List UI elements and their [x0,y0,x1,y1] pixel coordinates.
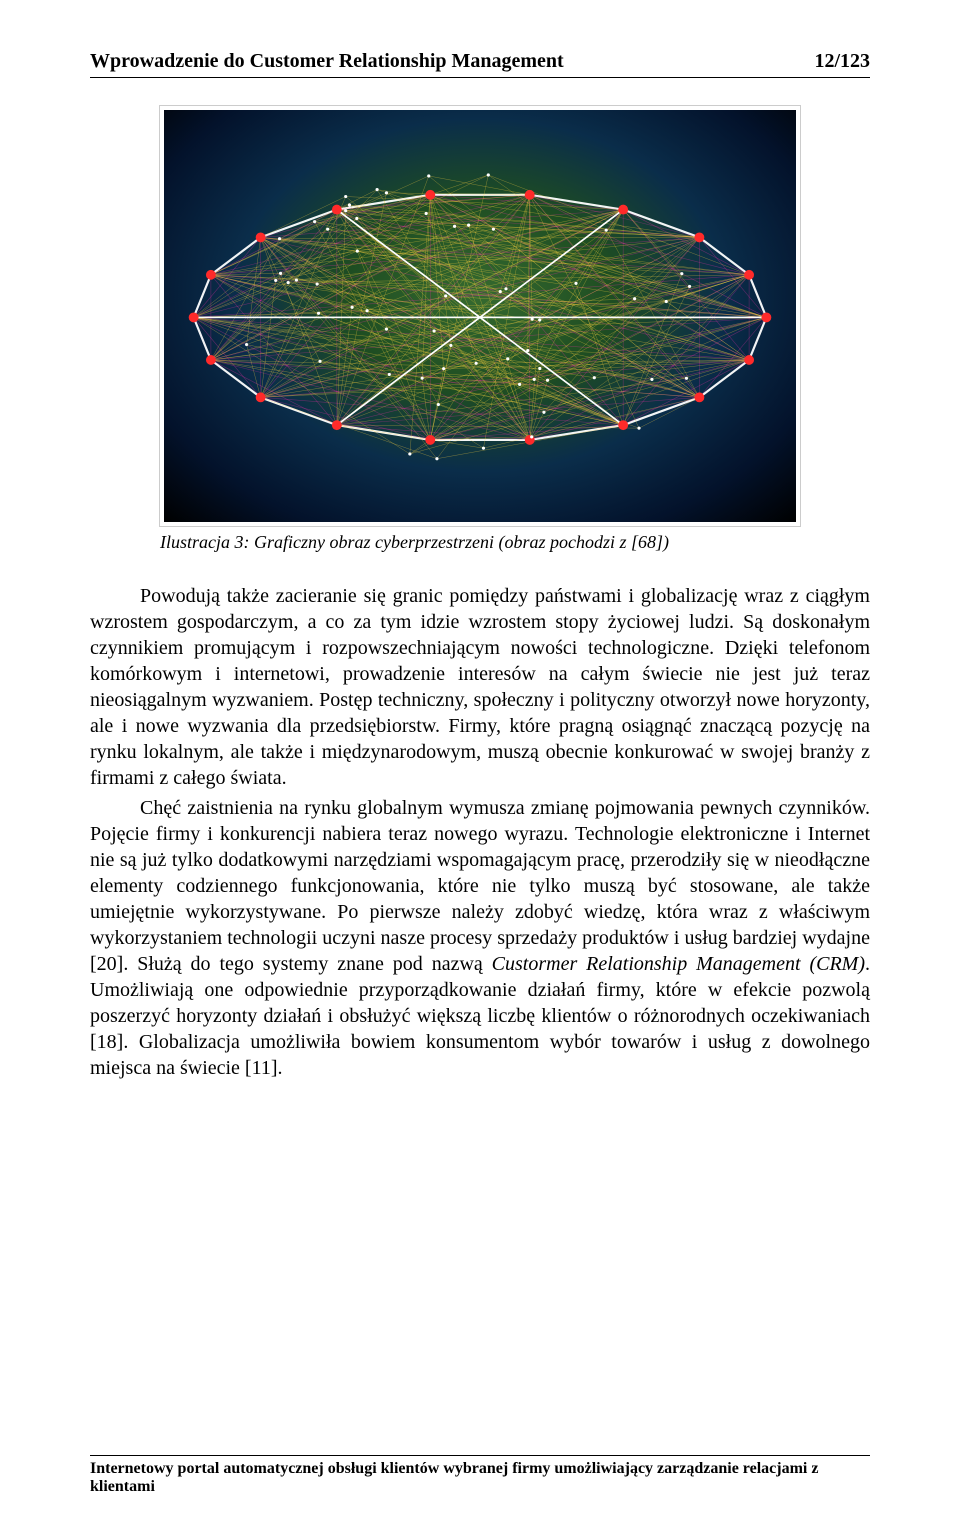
figure-wrap: Ilustracja 3: Graficzny obraz cyberprzes… [160,106,800,553]
network-diagram [164,110,796,525]
header-rule [90,77,870,78]
figure-image [160,106,800,526]
footer-rule [90,1455,870,1456]
body-text: Powodują także zacieranie się granic pom… [90,583,870,1081]
paragraph-2: Chęć zaistnienia na rynku globalnym wymu… [90,795,870,1081]
paragraph-1: Powodują także zacieranie się granic pom… [90,583,870,791]
header-page-number: 12/123 [814,50,870,73]
paragraph-2-part1: Chęć zaistnienia na rynku globalnym wymu… [90,797,870,975]
header-title: Wprowadzenie do Customer Relationship Ma… [90,50,564,73]
footer-text: Internetowy portal automatycznej obsługi… [90,1460,870,1496]
page-header: Wprowadzenie do Customer Relationship Ma… [90,50,870,73]
paragraph-2-em: Custormer Relationship Management (CRM) [492,953,865,975]
page: Wprowadzenie do Customer Relationship Ma… [0,0,960,1531]
page-footer: Internetowy portal automatycznej obsługi… [90,1455,870,1496]
figure-caption: Ilustracja 3: Graficzny obraz cyberprzes… [160,532,800,553]
